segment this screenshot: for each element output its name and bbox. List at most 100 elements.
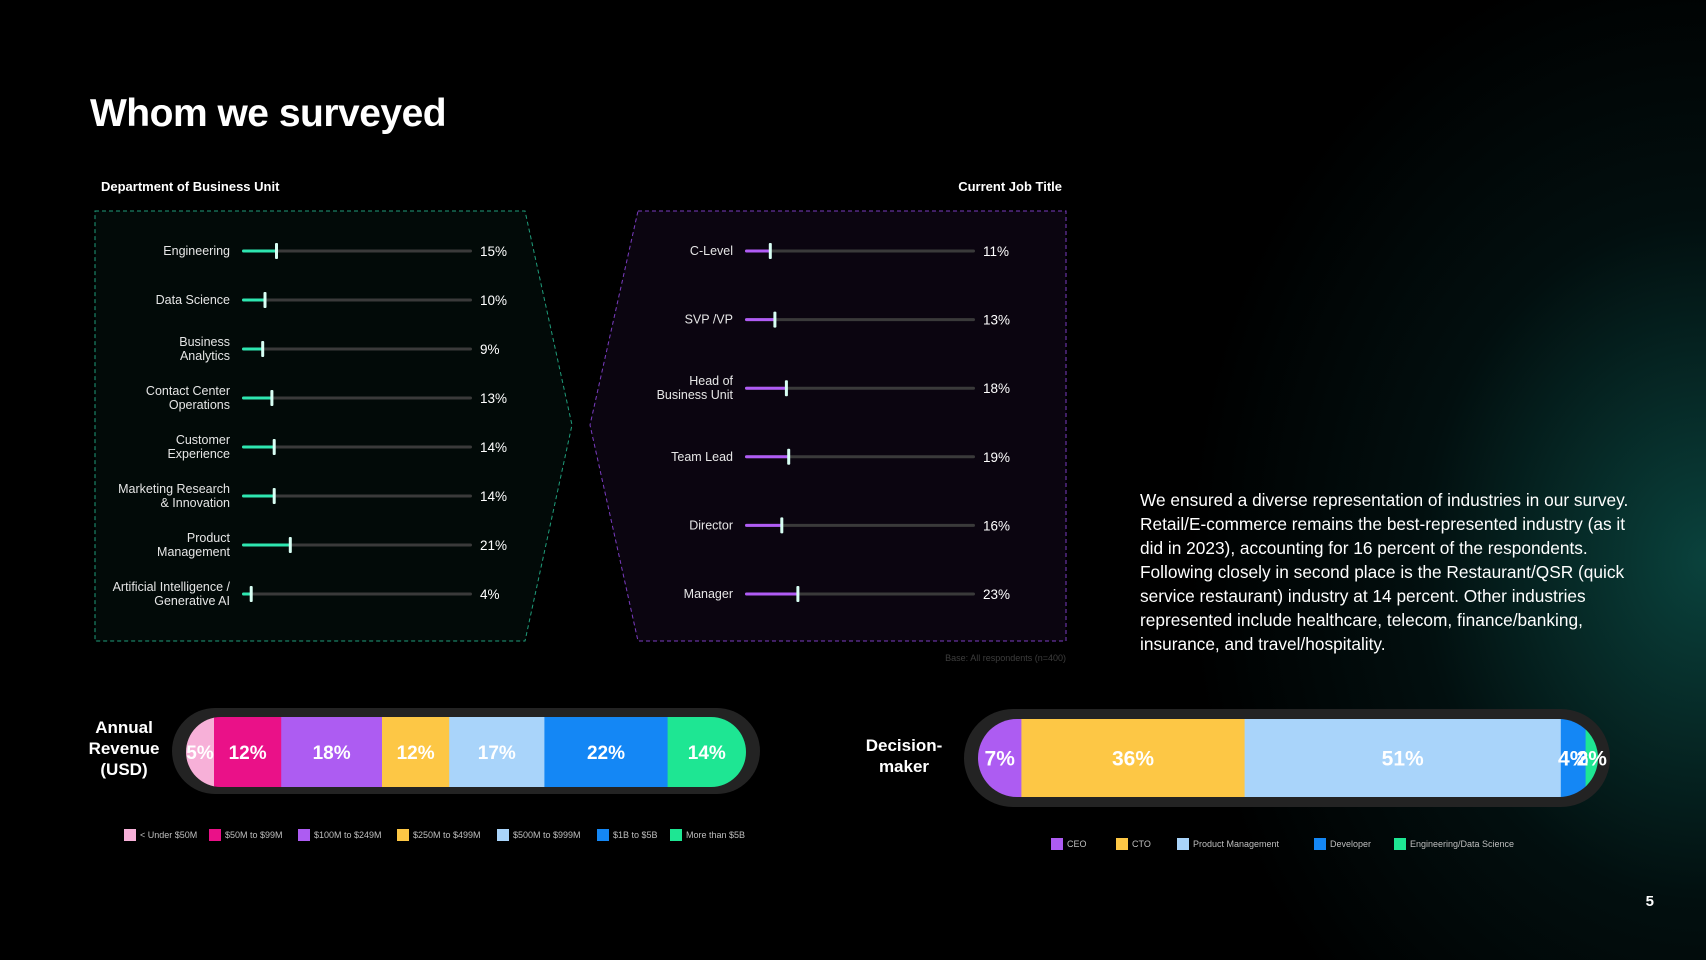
job-title-chart-title: Current Job Title [958, 179, 1062, 194]
legend-swatch [1177, 838, 1189, 850]
legend-item: < Under $50M [124, 829, 197, 841]
legend-item: $1B to $5B [597, 829, 658, 841]
bar-value-marker [272, 439, 276, 455]
legend-swatch [209, 829, 221, 841]
bar-fill [242, 445, 275, 449]
legend-label: < Under $50M [140, 830, 198, 840]
bar-value-label: 21% [480, 538, 507, 553]
legend-swatch [1051, 838, 1063, 850]
bar-fill [242, 298, 265, 302]
decision-bar-label: Decision-maker [852, 735, 956, 777]
bar-label-line: Annual [95, 718, 153, 737]
bar-fill [745, 523, 782, 527]
segment-value-label: 12% [397, 743, 435, 764]
legend-label: $250M to $499M [413, 830, 481, 840]
page-number: 5 [1645, 893, 1654, 910]
legend-label: Engineering/Data Science [1410, 839, 1515, 849]
legend-item: $250M to $499M [397, 829, 481, 841]
segment-value-label: 22% [587, 743, 625, 764]
bar-category-label: Head of Business Unit [657, 374, 734, 402]
legend-label: CTO [1132, 839, 1151, 849]
segment-value-label: 7% [985, 748, 1016, 771]
bar-label-line: Decision- [865, 736, 943, 755]
stacked-segment [382, 717, 450, 787]
segment-value-label: 51% [1382, 748, 1424, 771]
bar-value-label: 15% [480, 244, 507, 259]
bar-value-marker [780, 517, 784, 534]
bar-category-label: Artificial Intelligence / Generative AI [113, 580, 231, 608]
stacked-segment [449, 717, 545, 787]
bar-value-label: 19% [983, 450, 1010, 465]
legend-item: $500M to $999M [497, 829, 581, 841]
legend-label: $100M to $249M [314, 830, 382, 840]
bar-value-marker [275, 243, 278, 259]
stacked-segment [1021, 719, 1246, 797]
bar-track [242, 494, 472, 498]
legend-item: Developer [1314, 838, 1371, 850]
bar-category-label: Director [689, 518, 733, 532]
bar-fill [242, 494, 275, 498]
legend-item: $50M to $99M [209, 829, 283, 841]
decision-maker-stacked-bar: 7% 36% 51% 4%2% [978, 719, 1607, 797]
bar-value-label: 16% [983, 518, 1010, 533]
bar-value-marker [768, 243, 772, 259]
bar-value-marker [773, 311, 777, 328]
bar-category-label: Contact Center Operations [146, 384, 230, 412]
bar-value-marker [796, 586, 800, 602]
bar-category-label: Marketing Research & Innovation [118, 482, 230, 510]
segment-value-label: 5% [186, 743, 214, 764]
bar-category-label: Data Science [156, 293, 230, 307]
bar-label-line: Revenue [88, 739, 160, 758]
bar-fill [745, 318, 775, 322]
bar-label-line: maker [878, 757, 930, 776]
department-panel-frame [94, 210, 573, 642]
bar-track [745, 318, 975, 322]
legend-label: Developer [1330, 839, 1372, 849]
legend-item: CTO [1116, 838, 1151, 850]
bar-category-label: SVP /VP [685, 313, 733, 327]
stacked-segment [1244, 719, 1562, 797]
department-chart: Engineering 15% Data Science 10% Business Ana… [113, 243, 507, 608]
stacked-segment [667, 717, 746, 787]
legend-label: Product Management [1193, 839, 1280, 849]
legend-swatch [1116, 838, 1128, 850]
bar-fill [242, 249, 277, 253]
bar-track [242, 396, 472, 400]
bar-value-marker [787, 448, 791, 465]
legend-swatch [397, 829, 409, 841]
bar-value-label: 14% [480, 489, 507, 504]
bar-value-label: 18% [983, 381, 1010, 396]
base-note: Base: All respondents (n=400) [945, 653, 1066, 663]
segment-value-label: 2% [1577, 748, 1608, 771]
summary-paragraph: We ensured a diverse representation of i… [1140, 490, 1629, 654]
legend-label: CEO [1067, 839, 1087, 849]
bar-category-label: C-Level [690, 244, 733, 258]
job-title-panel-frame [589, 210, 1067, 642]
bar-fill [242, 592, 252, 596]
segment-value-label: 36% [1112, 748, 1154, 771]
legend-label: $50M to $99M [225, 830, 283, 840]
bar-fill [745, 386, 787, 390]
stacked-segment [544, 717, 669, 787]
bar-category-label: Product Management [157, 531, 230, 559]
bar-fill [745, 249, 771, 253]
bar-track [745, 249, 975, 253]
page-title: Whom we surveyed [90, 92, 447, 135]
bar-track [242, 298, 472, 302]
bar-track [745, 455, 975, 459]
bar-track [745, 592, 975, 596]
stacked-segment [1560, 719, 1587, 797]
legend-swatch [124, 829, 136, 841]
legend-item: More than $5B [670, 829, 745, 841]
bar-value-label: 14% [480, 440, 507, 455]
stacked-segment [281, 717, 383, 787]
bar-category-label: Team Lead [671, 450, 733, 464]
legend-swatch [597, 829, 609, 841]
bar-value-label: 23% [983, 587, 1010, 602]
bar-value-marker [272, 488, 276, 504]
bar-fill [242, 543, 291, 547]
bar-track [745, 386, 975, 390]
legend-item: CEO [1051, 838, 1087, 850]
segment-value-label: 14% [688, 743, 726, 764]
